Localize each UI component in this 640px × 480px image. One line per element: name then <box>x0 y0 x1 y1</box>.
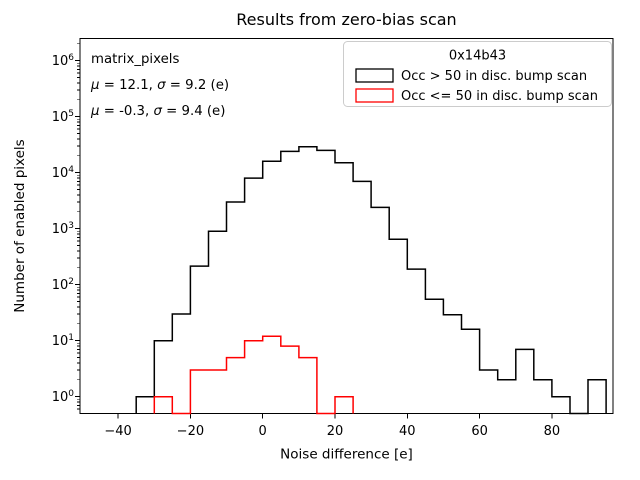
y-tick-label: 103 <box>52 221 74 237</box>
x-tick-label: 20 <box>327 424 344 439</box>
legend-title: 0x14b43 <box>449 49 506 64</box>
annotation-mu-sigma-red: μ = -0.3, σ = 9.4 (e) <box>90 104 225 119</box>
y-tick-label: 102 <box>52 277 74 293</box>
y-tick-label: 100 <box>52 389 75 405</box>
legend-swatch-black <box>355 68 394 83</box>
x-tick-label: 0 <box>259 424 267 439</box>
x-axis-label: Noise difference [e] <box>280 447 413 463</box>
chart-title: Results from zero-bias scan <box>236 10 456 29</box>
x-tick-label: 60 <box>471 424 488 439</box>
y-tick-label: 105 <box>52 109 74 125</box>
histogram-occ-gt-50 <box>135 146 607 415</box>
histogram-occ-le-50 <box>153 335 354 415</box>
legend-entry-label: Occ <= 50 in disc. bump scan <box>401 89 598 104</box>
legend-swatch-red <box>355 88 394 103</box>
x-tick-label: −40 <box>104 424 131 439</box>
x-tick-label: 80 <box>544 424 561 439</box>
y-tick-label: 101 <box>52 333 74 349</box>
legend-entry-label: Occ > 50 in disc. bump scan <box>401 69 587 84</box>
annotation-mu-sigma-black: μ = 12.1, σ = 9.2 (e) <box>90 78 229 93</box>
x-tick-label: −20 <box>177 424 204 439</box>
legend: 0x14b43 Occ > 50 in disc. bump scan Occ <… <box>343 41 612 107</box>
x-tick-label: 40 <box>399 424 416 439</box>
axes-frame <box>79 38 614 414</box>
y-axis-label: Number of enabled pixels <box>12 139 28 312</box>
annotation-matrix-pixels: matrix_pixels <box>91 52 179 67</box>
y-tick-label: 106 <box>52 53 75 69</box>
legend-frame <box>343 41 612 107</box>
y-tick-label: 104 <box>52 165 75 181</box>
